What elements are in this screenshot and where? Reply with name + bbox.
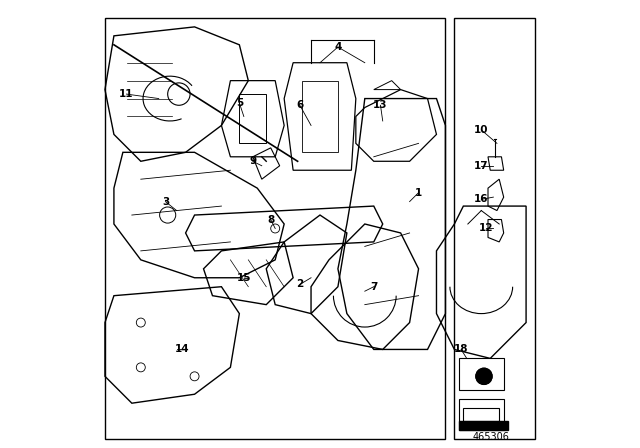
Text: 17: 17 <box>474 161 488 171</box>
Text: 15: 15 <box>237 273 251 283</box>
Bar <box>105 18 445 439</box>
Text: 3: 3 <box>162 197 169 207</box>
Text: 8: 8 <box>267 215 275 224</box>
Text: 9: 9 <box>249 156 257 166</box>
Text: 4: 4 <box>334 42 342 52</box>
Text: 6: 6 <box>296 100 303 110</box>
Bar <box>459 358 504 390</box>
Text: 13: 13 <box>373 100 388 110</box>
Text: 1: 1 <box>415 188 422 198</box>
Text: 10: 10 <box>474 125 488 135</box>
Bar <box>459 421 508 430</box>
Circle shape <box>476 368 492 384</box>
Bar <box>454 18 535 439</box>
Text: 5: 5 <box>236 98 243 108</box>
Text: 11: 11 <box>119 89 134 99</box>
Bar <box>459 399 504 430</box>
Text: 18: 18 <box>454 345 468 354</box>
Text: 14: 14 <box>175 345 190 354</box>
Text: 2: 2 <box>296 280 303 289</box>
Text: 7: 7 <box>370 282 378 292</box>
Text: 16: 16 <box>474 194 488 204</box>
Text: 465306: 465306 <box>473 432 509 442</box>
Text: 12: 12 <box>479 224 493 233</box>
